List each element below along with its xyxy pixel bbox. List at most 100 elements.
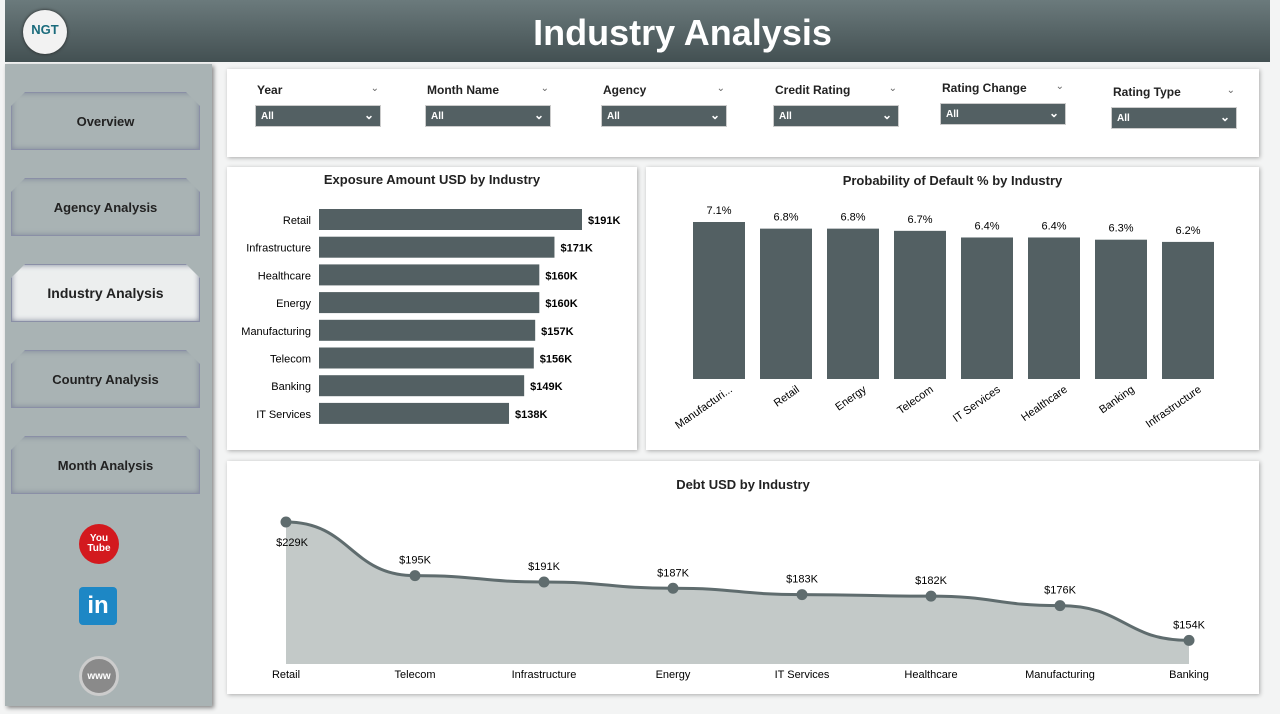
data-label: $187K bbox=[657, 567, 689, 579]
filter-rating-type[interactable]: Rating Type ⌄ All ⌄ bbox=[1111, 85, 1237, 129]
data-label: $160K bbox=[545, 298, 577, 310]
data-point bbox=[280, 516, 292, 528]
logo: NGT bbox=[23, 10, 67, 54]
bar bbox=[1028, 237, 1080, 379]
youtube-icon[interactable]: You Tube bbox=[79, 524, 119, 564]
data-label: 6.3% bbox=[1108, 223, 1133, 235]
chart-title: Probability of Default % by Industry bbox=[842, 173, 1063, 188]
data-label: $149K bbox=[530, 381, 562, 393]
data-label: 6.8% bbox=[773, 212, 798, 224]
filter-agency[interactable]: Agency ⌄ All ⌄ bbox=[601, 83, 727, 127]
data-point bbox=[1183, 634, 1195, 646]
filter-value: All bbox=[1117, 113, 1130, 124]
data-point bbox=[796, 589, 808, 601]
data-label: $171K bbox=[560, 243, 592, 255]
bar bbox=[319, 292, 540, 314]
category-label: IT Services bbox=[775, 669, 830, 681]
chevron-down-icon: ⌄ bbox=[363, 108, 374, 122]
filter-value: All bbox=[607, 111, 620, 122]
data-label: $191K bbox=[528, 561, 560, 573]
nav-country-analysis[interactable]: Country Analysis bbox=[11, 350, 200, 408]
bar bbox=[961, 237, 1013, 379]
category-label: Banking bbox=[1097, 384, 1136, 417]
filter-value: All bbox=[261, 111, 274, 122]
category-label: Healthcare bbox=[904, 669, 957, 681]
data-label: $176K bbox=[1044, 585, 1076, 597]
filter-select[interactable]: All ⌄ bbox=[940, 103, 1066, 125]
bar bbox=[1095, 239, 1147, 379]
chevron-down-icon: ⌄ bbox=[881, 108, 892, 122]
category-label: Infrastructure bbox=[246, 243, 311, 255]
filter-select[interactable]: All ⌄ bbox=[1111, 107, 1237, 129]
bar bbox=[319, 264, 540, 286]
filter-label: Month Name bbox=[427, 83, 499, 97]
category-label: Telecom bbox=[270, 354, 311, 366]
nav-industry-analysis[interactable]: Industry Analysis bbox=[11, 264, 200, 322]
data-label: $229K bbox=[276, 537, 308, 549]
category-label: Manufacturing bbox=[241, 326, 311, 338]
chevron-down-icon[interactable]: ⌄ bbox=[370, 83, 379, 94]
debt-chart-card: Debt USD by Industry $229K Retail $195K Tel… bbox=[227, 461, 1259, 694]
data-label: $183K bbox=[786, 574, 818, 586]
data-label: $182K bbox=[915, 575, 947, 587]
filter-label: Year bbox=[257, 83, 283, 97]
filter-select[interactable]: All ⌄ bbox=[255, 105, 381, 127]
data-label: 6.7% bbox=[907, 214, 932, 226]
data-label: $138K bbox=[515, 409, 547, 421]
data-label: $157K bbox=[541, 326, 573, 338]
page-title: Industry Analysis bbox=[533, 12, 832, 53]
data-label: 6.4% bbox=[1041, 220, 1066, 232]
filter-select[interactable]: All ⌄ bbox=[773, 105, 899, 127]
category-label: Telecom bbox=[395, 669, 436, 681]
filter-select[interactable]: All ⌄ bbox=[601, 105, 727, 127]
chevron-down-icon[interactable]: ⌄ bbox=[1226, 85, 1235, 96]
filter-value: All bbox=[946, 109, 959, 120]
chart-title: Exposure Amount USD by Industry bbox=[323, 172, 541, 187]
bar bbox=[319, 319, 536, 341]
filter-label: Rating Change bbox=[942, 81, 1027, 95]
filter-value: All bbox=[779, 111, 792, 122]
filter-credit-rating[interactable]: Credit Rating ⌄ All ⌄ bbox=[773, 83, 899, 127]
chevron-down-icon[interactable]: ⌄ bbox=[1055, 81, 1064, 92]
category-label: Energy bbox=[276, 298, 311, 310]
category-label: Infrastructure bbox=[1144, 384, 1204, 431]
bar bbox=[319, 375, 525, 397]
data-point bbox=[538, 576, 550, 588]
nav-agency-analysis[interactable]: Agency Analysis bbox=[11, 178, 200, 236]
bar bbox=[827, 228, 879, 379]
data-label: $191K bbox=[588, 215, 620, 227]
nav-month-analysis[interactable]: Month Analysis bbox=[11, 436, 200, 494]
data-label: $195K bbox=[399, 555, 431, 567]
bar bbox=[319, 402, 510, 424]
category-label: Energy bbox=[656, 669, 691, 681]
debt-chart: $229K Retail $195K Telecom $191K Infrastructu… bbox=[272, 516, 1209, 681]
filter-year[interactable]: Year ⌄ All ⌄ bbox=[255, 83, 381, 127]
category-label: Healthcare bbox=[258, 270, 311, 282]
chevron-down-icon: ⌄ bbox=[1048, 106, 1059, 120]
data-label: 6.8% bbox=[840, 212, 865, 224]
filter-select[interactable]: All ⌄ bbox=[425, 105, 551, 127]
filter-month-name[interactable]: Month Name ⌄ All ⌄ bbox=[425, 83, 551, 127]
chevron-down-icon[interactable]: ⌄ bbox=[888, 83, 897, 94]
category-label: Energy bbox=[833, 383, 869, 413]
filter-rating-change[interactable]: Rating Change ⌄ All ⌄ bbox=[940, 81, 1066, 125]
bar bbox=[319, 347, 534, 369]
globe-icon[interactable]: www bbox=[79, 656, 119, 696]
nav-overview[interactable]: Overview bbox=[11, 92, 200, 150]
bar bbox=[693, 222, 745, 379]
chevron-down-icon[interactable]: ⌄ bbox=[540, 83, 549, 94]
linkedin-icon[interactable]: in bbox=[79, 587, 117, 625]
bar bbox=[319, 236, 555, 258]
data-point bbox=[1054, 600, 1066, 612]
data-label: $154K bbox=[1173, 619, 1205, 631]
data-point bbox=[409, 570, 421, 582]
data-label: $160K bbox=[545, 270, 577, 282]
chevron-down-icon[interactable]: ⌄ bbox=[716, 83, 725, 94]
sidebar: Overview Agency Analysis Industry Analys… bbox=[5, 64, 212, 706]
filter-label: Rating Type bbox=[1113, 85, 1181, 99]
chart-title: Debt USD by Industry bbox=[676, 477, 810, 492]
category-label: Manufacturi... bbox=[673, 384, 734, 432]
chevron-down-icon: ⌄ bbox=[533, 108, 544, 122]
category-label: Banking bbox=[271, 381, 311, 393]
exposure-chart: Retail $191K Infrastructure $171K Healthcare… bbox=[241, 209, 620, 424]
